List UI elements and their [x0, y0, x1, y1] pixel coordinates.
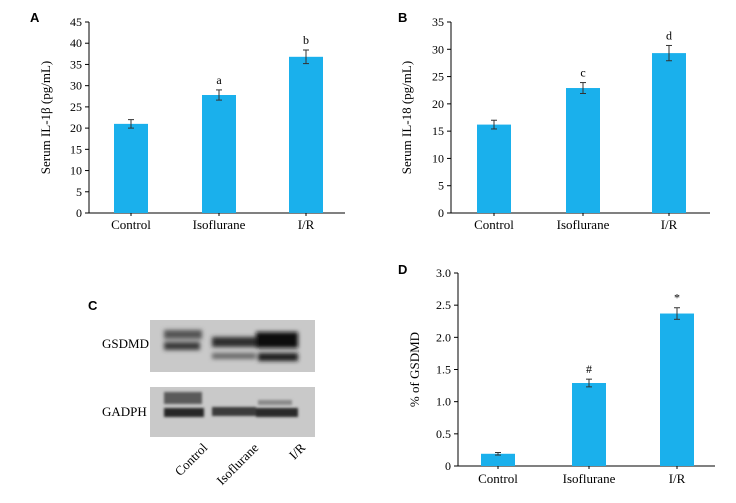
panel-letter-c: C [88, 298, 98, 313]
x-category-label: Isoflurane [193, 217, 246, 232]
bar-isoflurane [202, 95, 236, 213]
significance-annotation: d [666, 28, 672, 42]
y-tick-label: 2.5 [436, 298, 451, 312]
y-tick-label: 0 [445, 459, 451, 473]
y-tick-label: 40 [70, 36, 82, 50]
western-blot-image [150, 320, 315, 437]
y-tick-label: 30 [432, 42, 444, 56]
y-tick-label: 0.5 [436, 427, 451, 441]
significance-annotation: * [674, 291, 680, 305]
y-tick-label: 20 [432, 97, 444, 111]
y-tick-label: 0 [76, 206, 82, 220]
x-category-label: Isoflurane [563, 471, 616, 486]
y-tick-label: 1.5 [436, 363, 451, 377]
bar-control [481, 453, 515, 466]
y-tick-label: 35 [432, 15, 444, 29]
blot-label-gsdmd: GSDMD [102, 336, 149, 351]
bar-control [477, 124, 511, 213]
y-tick-label: 10 [70, 164, 82, 178]
significance-annotation: b [303, 33, 309, 47]
y-tick-label: 1.0 [436, 395, 451, 409]
y-tick-label: 15 [70, 142, 82, 156]
y-tick-label: 10 [432, 151, 444, 165]
blot-label-gadph: GADPH [102, 404, 147, 419]
significance-annotation: a [216, 73, 222, 87]
y-tick-label: 0 [438, 206, 444, 220]
blot-lane-label-isoflurane: Isoflurane [213, 440, 262, 488]
x-category-label: Control [111, 217, 151, 232]
bar-ir [652, 53, 686, 213]
blot-lane-label-control: Control [171, 440, 211, 479]
y-tick-label: 5 [76, 185, 82, 199]
x-category-label: Control [474, 217, 514, 232]
bar-isoflurane [566, 88, 600, 213]
panel-letter-d: D [398, 262, 408, 277]
y-tick-label: 20 [70, 121, 82, 135]
y-tick-label: 35 [70, 57, 82, 71]
bar-ir [660, 313, 694, 466]
x-category-label: I/R [661, 217, 678, 232]
y-tick-label: 45 [70, 15, 82, 29]
bar-control [114, 123, 148, 213]
y-tick-label: 25 [70, 100, 82, 114]
panel-letter-a: A [30, 10, 40, 25]
x-category-label: I/R [669, 471, 686, 486]
y-axis-label: Serum IL-18 (pg/mL) [399, 61, 414, 174]
y-tick-label: 2.0 [436, 330, 451, 344]
y-tick-label: 5 [438, 179, 444, 193]
y-tick-label: 30 [70, 79, 82, 93]
y-axis-label: Serum IL-1β (pg/mL) [38, 61, 53, 174]
bar-ir [289, 56, 323, 213]
panel-letter-b: B [398, 10, 408, 25]
significance-annotation: # [586, 362, 592, 376]
x-category-label: I/R [298, 217, 315, 232]
significance-annotation: c [580, 66, 585, 80]
y-axis-label: % of GSDMD [407, 332, 422, 407]
x-category-label: Isoflurane [557, 217, 610, 232]
x-category-label: Control [478, 471, 518, 486]
bar-isoflurane [572, 383, 606, 466]
blot-lane-label-ir: I/R [286, 440, 309, 463]
y-tick-label: 3.0 [436, 266, 451, 280]
y-tick-label: 25 [432, 70, 444, 84]
y-tick-label: 15 [432, 124, 444, 138]
